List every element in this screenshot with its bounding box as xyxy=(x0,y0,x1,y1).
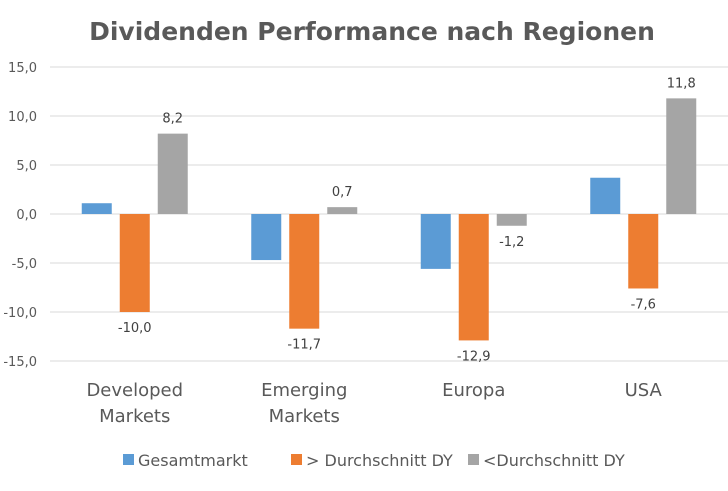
chart-title: Dividenden Performance nach Regionen xyxy=(89,17,655,46)
legend-swatch xyxy=(123,454,134,465)
legend-label: Gesamtmarkt xyxy=(138,451,248,470)
data-label: -11,7 xyxy=(287,338,321,353)
y-tick-label: 5,0 xyxy=(16,159,37,174)
bar xyxy=(590,177,621,214)
data-label: 11,8 xyxy=(667,76,696,91)
x-tick-label: Developed xyxy=(86,380,183,401)
y-tick-label: -10,0 xyxy=(3,306,37,321)
bars xyxy=(81,98,697,341)
x-tick-label: Markets xyxy=(99,406,170,427)
legend-swatch xyxy=(468,454,479,465)
data-label: 0,7 xyxy=(332,185,353,200)
bar xyxy=(251,214,282,261)
data-label: -1,2 xyxy=(499,235,524,250)
bar xyxy=(327,207,358,214)
data-label: -12,9 xyxy=(457,349,491,364)
legend-item: > Durchschnitt DY xyxy=(291,451,453,470)
bar xyxy=(119,214,150,312)
x-tick-label: Emerging xyxy=(261,380,347,401)
bar xyxy=(628,214,659,289)
data-label: -7,6 xyxy=(631,297,656,312)
bar xyxy=(157,133,188,214)
bar xyxy=(458,214,489,341)
bar xyxy=(666,98,697,214)
y-tick-label: 10,0 xyxy=(8,110,37,125)
legend-item: <Durchschnitt DY xyxy=(468,451,625,470)
legend-label: > Durchschnitt DY xyxy=(306,451,453,470)
x-axis: Developed Markets Emerging Markets Europa USA xyxy=(86,380,662,427)
data-labels: -10,0 -11,7 -12,9 -7,6 8,2 0,7 -1,2 11,8 xyxy=(118,76,696,364)
y-tick-label: 0,0 xyxy=(16,208,37,223)
y-tick-label: -15,0 xyxy=(3,355,37,370)
x-tick-label: Markets xyxy=(269,406,340,427)
x-tick-label: Europa xyxy=(442,380,505,401)
data-label: -10,0 xyxy=(118,321,152,336)
bar xyxy=(420,214,451,269)
bar xyxy=(81,203,112,214)
y-tick-label: -5,0 xyxy=(12,257,37,272)
legend-swatch xyxy=(291,454,302,465)
bar xyxy=(496,214,527,226)
legend: Gesamtmarkt > Durchschnitt DY <Durchschnit… xyxy=(123,451,625,470)
gridlines xyxy=(50,66,728,362)
legend-label: <Durchschnitt DY xyxy=(483,451,625,470)
legend-item: Gesamtmarkt xyxy=(123,451,248,470)
x-tick-label: USA xyxy=(625,380,663,401)
data-label: 8,2 xyxy=(162,112,183,127)
y-tick-label: 15,0 xyxy=(8,61,37,76)
bar xyxy=(289,214,320,329)
y-axis: 15,0 10,0 5,0 0,0 -5,0 -10,0 -15,0 xyxy=(3,61,37,370)
